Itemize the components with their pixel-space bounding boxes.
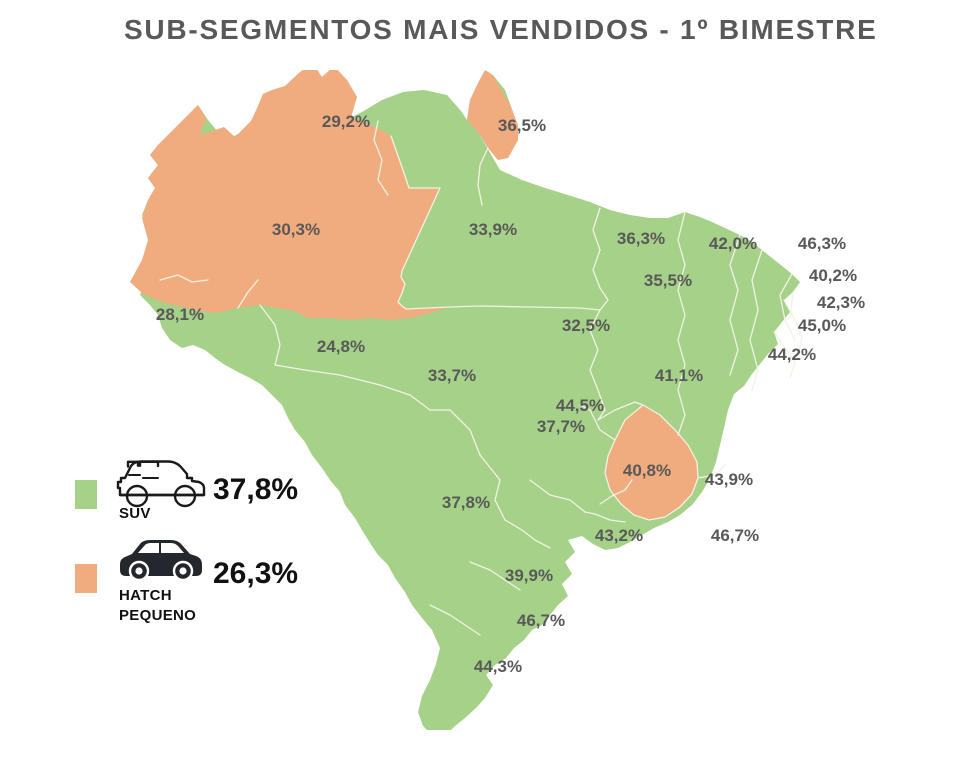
svg-text:36,3%: 36,3%	[617, 229, 665, 248]
svg-text:42,3%: 42,3%	[817, 293, 865, 312]
svg-text:44,3%: 44,3%	[474, 657, 522, 676]
svg-text:39,9%: 39,9%	[505, 566, 553, 585]
svg-text:30,3%: 30,3%	[272, 220, 320, 239]
svg-text:44,2%: 44,2%	[768, 345, 816, 364]
svg-text:43,2%: 43,2%	[595, 526, 643, 545]
svg-text:46,7%: 46,7%	[517, 611, 565, 630]
svg-text:24,8%: 24,8%	[317, 337, 365, 356]
svg-text:37,7%: 37,7%	[537, 417, 585, 436]
svg-text:32,5%: 32,5%	[562, 316, 610, 335]
svg-text:41,1%: 41,1%	[655, 366, 703, 385]
svg-text:28,1%: 28,1%	[156, 305, 204, 324]
svg-text:44,5%: 44,5%	[556, 396, 604, 415]
svg-text:35,5%: 35,5%	[644, 271, 692, 290]
svg-text:37,8%: 37,8%	[442, 493, 490, 512]
svg-text:46,3%: 46,3%	[798, 234, 846, 253]
svg-text:33,9%: 33,9%	[469, 220, 517, 239]
svg-text:33,7%: 33,7%	[428, 366, 476, 385]
svg-text:45,0%: 45,0%	[798, 316, 846, 335]
svg-text:42,0%: 42,0%	[709, 234, 757, 253]
svg-text:29,2%: 29,2%	[322, 112, 370, 131]
svg-text:43,9%: 43,9%	[705, 470, 753, 489]
svg-text:36,5%: 36,5%	[498, 116, 546, 135]
svg-text:40,8%: 40,8%	[623, 461, 671, 480]
svg-text:46,7%: 46,7%	[711, 526, 759, 545]
svg-text:40,2%: 40,2%	[809, 266, 857, 285]
